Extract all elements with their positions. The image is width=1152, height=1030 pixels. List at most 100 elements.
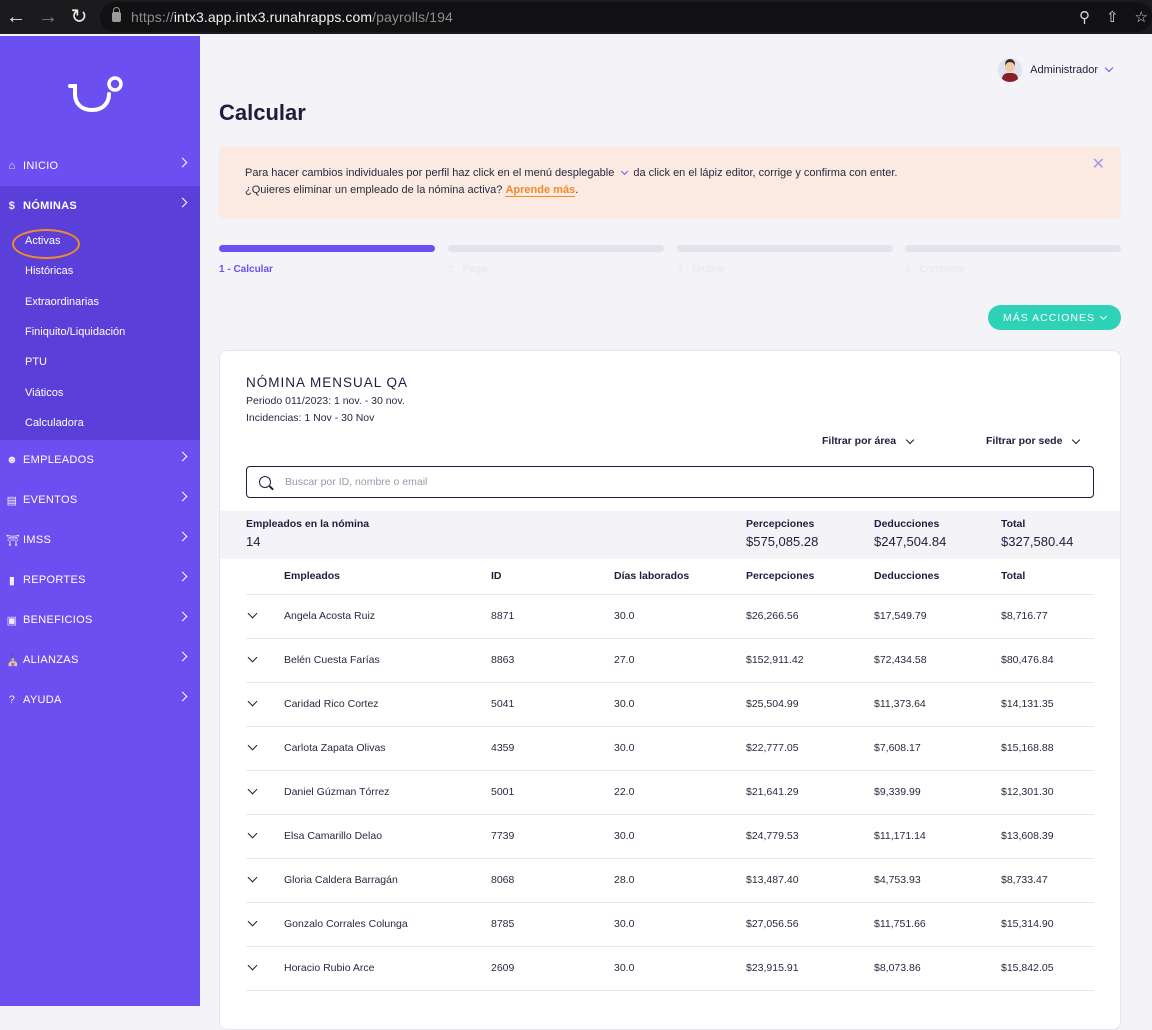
- chevron-down-icon: [1104, 63, 1114, 73]
- table-row[interactable]: Horacio Rubio Arce 2609 30.0 $23,915.91 $8,0…: [246, 947, 1094, 991]
- col-header-id[interactable]: ID: [491, 570, 502, 582]
- summary-deductions-label: Deducciones: [874, 518, 940, 530]
- col-header-days[interactable]: Días laborados: [614, 570, 690, 582]
- cell-id: 5041: [491, 698, 515, 710]
- cell-perceptions: $24,779.53: [746, 830, 799, 842]
- cell-perceptions: $27,056.56: [746, 918, 799, 930]
- sidebar-item-alianzas[interactable]: ⛪ ALIANZAS: [0, 640, 200, 680]
- sidebar-item-ayuda[interactable]: ? AYUDA: [0, 680, 200, 720]
- summary-total-label: Total: [1001, 518, 1026, 530]
- sidebar-item-inicio[interactable]: ⌂ INICIO: [0, 146, 200, 186]
- sidebar-subitem-calculadora[interactable]: Calculadora: [25, 416, 84, 429]
- filter-site-dropdown[interactable]: Filtrar por sede: [986, 435, 1081, 447]
- sidebar-item-label: AYUDA: [23, 694, 62, 707]
- nominas-submenu: Activas Históricas Extraordinarias Finiq…: [0, 226, 200, 441]
- calendar-icon: ▤: [6, 494, 18, 507]
- cell-perceptions: $25,504.99: [746, 698, 799, 710]
- step-pagar[interactable]: 2 - Pagar: [448, 245, 664, 275]
- cell-total: $15,842.05: [1001, 962, 1054, 974]
- sidebar: ⌂ INICIO $ NÓMINAS Activas Históricas Ex…: [0, 36, 200, 1006]
- col-header-perceptions[interactable]: Percepciones: [746, 570, 815, 582]
- more-actions-button[interactable]: MÁS ACCIONES: [988, 305, 1121, 330]
- step-bar: [448, 245, 664, 252]
- step-completar[interactable]: 4 - Completar: [905, 245, 1121, 275]
- chevron-down-icon[interactable]: [247, 696, 258, 707]
- chevron-down-icon: [1072, 435, 1081, 444]
- table-row[interactable]: Elsa Camarillo Delao 7739 30.0 $24,779.53 $1…: [246, 815, 1094, 859]
- user-menu[interactable]: Administrador: [998, 58, 1114, 82]
- avatar: [998, 58, 1023, 82]
- filter-area-dropdown[interactable]: Filtrar por área: [822, 435, 915, 447]
- sidebar-subitem-activas[interactable]: Activas: [0, 226, 200, 260]
- cell-id: 7739: [491, 830, 515, 842]
- card-icon: ▣: [6, 614, 18, 627]
- cell-days: 30.0: [614, 742, 635, 754]
- main-content: Administrador Calcular Para hacer cambio…: [200, 36, 1152, 1030]
- table-row[interactable]: Gonzalo Corrales Colunga 8785 30.0 $27,056.…: [246, 903, 1094, 947]
- cell-days: 28.0: [614, 874, 635, 886]
- chevron-down-icon[interactable]: [247, 828, 258, 839]
- cell-total: $15,168.88: [1001, 742, 1054, 754]
- close-icon[interactable]: ✕: [1091, 156, 1105, 173]
- chevron-down-icon[interactable]: [247, 740, 258, 751]
- sidebar-item-label: NÓMINAS: [23, 200, 78, 212]
- step-timbrar[interactable]: 3 - Timbrar: [677, 245, 893, 275]
- hospital-icon: ⛩: [6, 534, 21, 547]
- cell-id: 8863: [491, 654, 515, 666]
- cell-perceptions: $26,266.56: [746, 610, 799, 622]
- col-header-deductions[interactable]: Deducciones: [874, 570, 940, 582]
- sidebar-subitem-historicas[interactable]: Históricas: [25, 265, 74, 278]
- user-name: Administrador: [1030, 64, 1098, 76]
- table-row[interactable]: Belén Cuesta Farías 8863 27.0 $152,911.42 $7…: [246, 639, 1094, 683]
- chevron-down-icon[interactable]: [247, 784, 258, 795]
- search-input[interactable]: [285, 476, 1065, 488]
- bookmark-star-icon[interactable]: ☆: [1134, 9, 1148, 26]
- sidebar-item-empleados[interactable]: ☻ EMPLEADOS: [0, 440, 200, 480]
- step-calcular[interactable]: 1 - Calcular: [219, 245, 435, 275]
- forward-arrow-icon[interactable]: →: [38, 6, 58, 28]
- cell-deductions: $9,339.99: [874, 786, 921, 798]
- main-menu: ⌂ INICIO $ NÓMINAS Activas Históricas Ex…: [0, 146, 200, 720]
- reload-icon[interactable]: ↻: [70, 6, 88, 28]
- col-header-total[interactable]: Total: [1001, 570, 1026, 582]
- table-row[interactable]: Daniel Gúzman Tórrez 5001 22.0 $21,641.29 $9…: [246, 771, 1094, 815]
- back-arrow-icon[interactable]: ←: [6, 6, 26, 28]
- sidebar-item-label: INICIO: [23, 160, 59, 172]
- learn-more-link[interactable]: Aprende más: [505, 184, 576, 197]
- table-row[interactable]: Carlota Zapata Olivas 4359 30.0 $22,777.05 $…: [246, 727, 1094, 771]
- sidebar-subitem-extraordinarias[interactable]: Extraordinarias: [25, 295, 99, 308]
- sidebar-subitem-ptu[interactable]: PTU: [25, 356, 47, 369]
- summary-employees-count: 14: [246, 534, 261, 549]
- chevron-down-icon[interactable]: [247, 872, 258, 883]
- home-icon: ⌂: [8, 160, 16, 172]
- sidebar-item-label: BENEFICIOS: [23, 614, 93, 627]
- summary-deductions-value: $247,504.84: [874, 534, 947, 549]
- alert-line-1: Para hacer cambios individuales por perf…: [245, 167, 898, 179]
- col-header-employees[interactable]: Empleados: [284, 570, 341, 582]
- table-row[interactable]: Caridad Rico Cortez 5041 30.0 $25,504.99 $11…: [246, 683, 1094, 727]
- payroll-period: Periodo 011/2023: 1 nov. - 30 nov.: [246, 395, 405, 407]
- sidebar-item-beneficios[interactable]: ▣ BENEFICIOS: [0, 600, 200, 640]
- sidebar-item-label: IMSS: [23, 534, 52, 547]
- chevron-down-icon[interactable]: [247, 652, 258, 663]
- info-alert: Para hacer cambios individuales por perf…: [219, 146, 1121, 219]
- address-bar[interactable]: https://intx3.app.intx3.runahrapps.com/p…: [100, 2, 1152, 32]
- url-text: https://intx3.app.intx3.runahrapps.com/p…: [131, 9, 453, 25]
- chevron-down-icon[interactable]: [247, 916, 258, 927]
- table-row[interactable]: Angela Acosta Ruiz 8871 30.0 $26,266.56 $17,…: [246, 595, 1094, 639]
- sidebar-item-reportes[interactable]: ▮ REPORTES: [0, 560, 200, 600]
- share-icon[interactable]: ⇧: [1105, 9, 1119, 26]
- sidebar-item-nominas[interactable]: $ NÓMINAS: [0, 186, 200, 226]
- chevron-right-icon: [177, 691, 188, 702]
- alert-line-2: ¿Quieres eliminar un empleado de la nómi…: [245, 184, 579, 197]
- zoom-icon[interactable]: ⚲: [1078, 9, 1090, 26]
- chevron-down-icon[interactable]: [247, 608, 258, 619]
- table-row[interactable]: Gloria Caldera Barragán 8068 28.0 $13,487.4…: [246, 859, 1094, 903]
- chevron-down-icon[interactable]: [247, 960, 258, 971]
- sidebar-subitem-finiquito[interactable]: Finiquito/Liquidación: [25, 326, 126, 339]
- sidebar-item-eventos[interactable]: ▤ EVENTOS: [0, 480, 200, 520]
- sidebar-item-imss[interactable]: ⛩ IMSS: [0, 520, 200, 560]
- cell-days: 30.0: [614, 962, 635, 974]
- cell-employee-name: Angela Acosta Ruiz: [284, 610, 376, 622]
- sidebar-subitem-viaticos[interactable]: Viáticos: [25, 386, 64, 399]
